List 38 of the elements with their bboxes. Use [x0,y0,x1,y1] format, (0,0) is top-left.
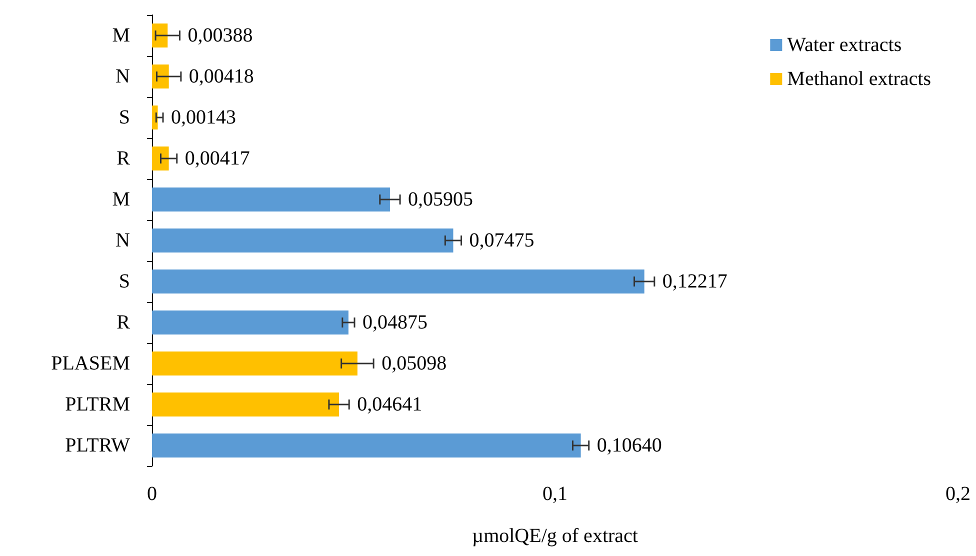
data-label: 0,07475 [469,230,534,252]
y-tick-label: R [116,312,131,334]
bar [152,188,390,212]
data-label: 0,00418 [188,66,254,88]
y-tick-label: PLASEM [51,352,130,374]
y-tick-label: PLTRW [65,434,130,456]
bar [152,64,169,88]
y-tick-label: M [112,24,130,46]
bar [152,146,169,170]
data-label: 0,00388 [188,24,253,46]
y-tick-label: S [118,106,130,128]
data-label: 0,12217 [662,270,728,292]
data-label: 0,05905 [408,188,474,210]
y-tick-label: N [116,66,130,88]
y-tick-label: R [116,148,131,170]
data-label: 0,04641 [357,394,422,416]
bar [152,392,340,416]
bar [152,310,348,334]
bar [152,434,581,458]
x-axis-title: µmolQE/g of extract [472,525,638,547]
legend-label: Water extracts [787,34,902,56]
y-tick-label: M [112,188,130,210]
x-tick-label: 0,1 [542,483,568,505]
data-label: 0,04875 [362,312,428,334]
y-tick-label: S [118,270,130,292]
bar [152,270,644,294]
bar [152,228,454,252]
legend-label: Methanol extracts [787,68,932,90]
y-tick-label: PLTRM [65,394,130,416]
data-label: 0,00417 [184,148,250,170]
data-label: 0,05098 [382,352,447,374]
x-tick-label: 0 [147,483,157,505]
data-label: 0,10640 [596,434,662,456]
x-tick-label: 0,2 [946,483,970,505]
bar [152,24,168,48]
data-label: 0,00143 [171,106,236,128]
bar [152,352,358,376]
y-tick-label: N [116,230,130,252]
